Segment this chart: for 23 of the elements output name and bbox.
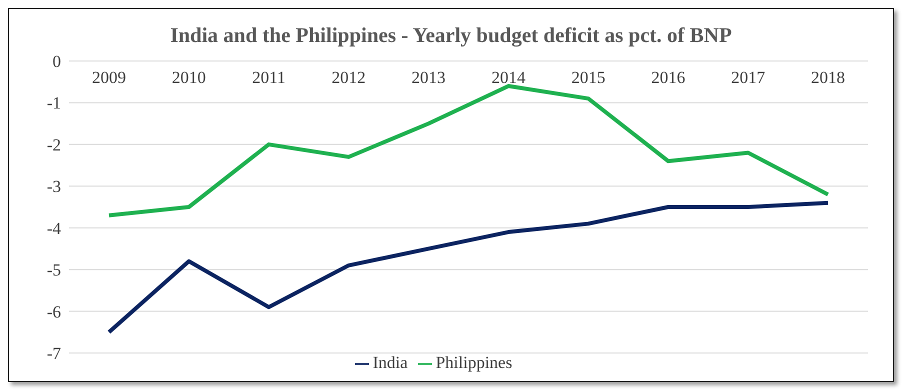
x-tick-label: 2009 <box>92 68 126 87</box>
y-tick-label: -6 <box>46 302 61 322</box>
legend-label: Philippines <box>436 353 512 372</box>
x-tick-label: 2016 <box>651 68 686 87</box>
y-tick-label: 0 <box>52 52 61 72</box>
line-series <box>107 200 830 334</box>
y-tick-label: -1 <box>46 94 61 113</box>
x-tick-label: 2012 <box>332 68 366 87</box>
y-tick-label: -5 <box>46 260 61 280</box>
y-tick-label: -7 <box>46 344 62 364</box>
chart-title: India and the Philippines - Yearly budget deficit as pct. of BNP <box>169 23 733 48</box>
x-tick-label: 2018 <box>811 68 845 87</box>
y-tick-label: -3 <box>46 177 61 196</box>
y-tick-label: -2 <box>46 135 61 154</box>
x-tick-label: 2013 <box>412 68 446 87</box>
y-tick-label: -4 <box>46 218 62 238</box>
x-tick-label: 2014 <box>491 68 526 87</box>
line-series <box>107 84 830 218</box>
x-tick-label: 2010 <box>172 68 206 87</box>
x-tick-label: 2017 <box>731 68 766 87</box>
x-tick-label: 2015 <box>571 68 606 87</box>
legend-label: India <box>372 353 408 372</box>
x-tick-label: 2011 <box>252 68 286 87</box>
